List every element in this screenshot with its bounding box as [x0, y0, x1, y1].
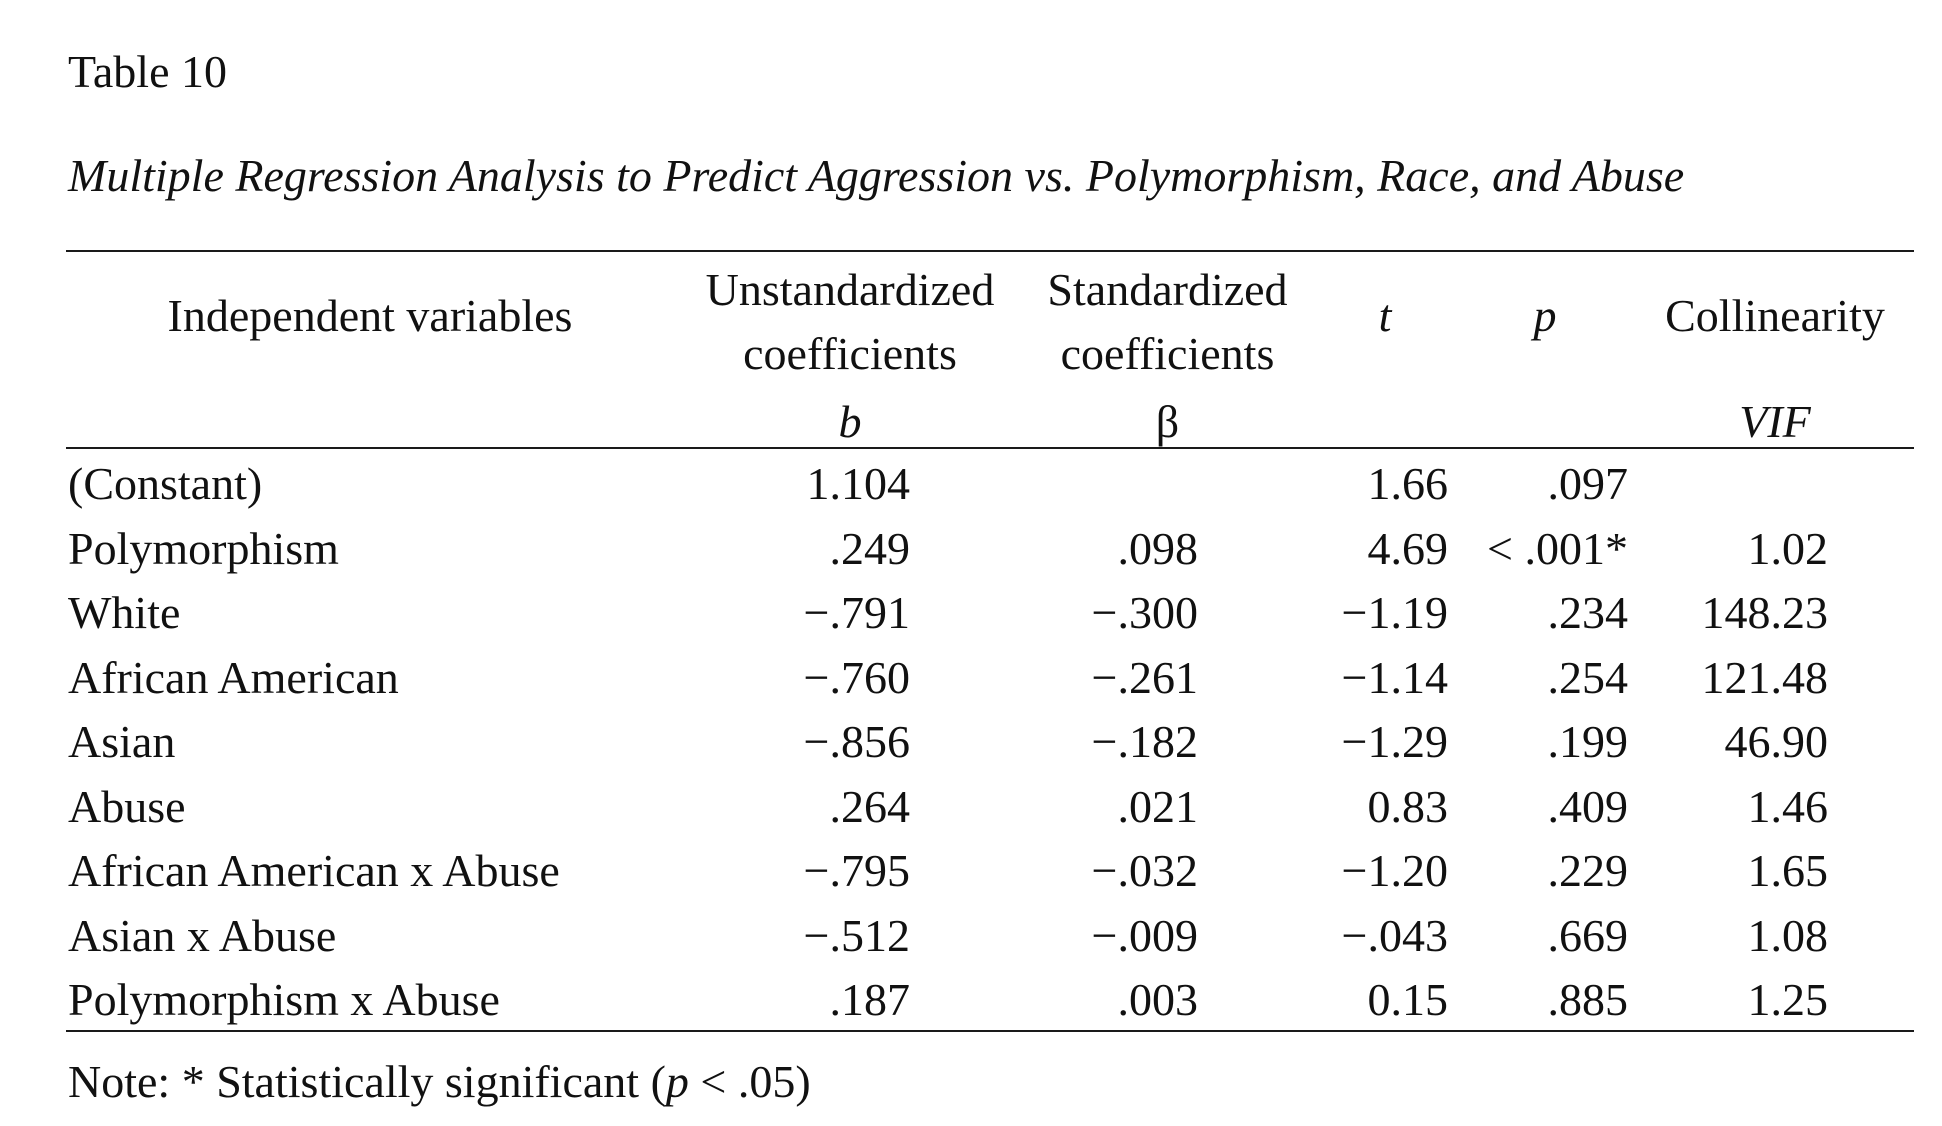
- table-row: Asian x Abuse −.512 −.009 −.043 .669 1.0…: [0, 904, 1942, 969]
- header-collinearity: Collinearity: [1665, 290, 1885, 341]
- subheader-b: b: [838, 396, 862, 447]
- header-standardized-coefficients: Standardized coefficients: [1010, 258, 1325, 386]
- cell-variable: (Constant): [68, 458, 263, 509]
- cell-variable: African American x Abuse: [68, 845, 560, 896]
- cell-vif: 1.46: [1747, 780, 1829, 832]
- table-note: Note: * Statistically significant (p < .…: [68, 1054, 811, 1110]
- cell-vif: 1.25: [1747, 974, 1829, 1025]
- cell-t: 0.83: [1367, 780, 1449, 832]
- cell-beta: −.261: [1091, 651, 1198, 703]
- cell-variable: Asian x Abuse: [68, 909, 337, 961]
- cell-p: .097: [1547, 458, 1629, 509]
- cell-variable: White: [68, 587, 181, 638]
- cell-p: .229: [1547, 845, 1629, 896]
- table-bottom-rule: [66, 1030, 1914, 1032]
- cell-variable: Polymorphism x Abuse: [68, 974, 500, 1025]
- table-top-rule: [66, 250, 1914, 252]
- header-unstandardized-line1: Unstandardized: [705, 264, 995, 315]
- cell-t: 1.66: [1367, 458, 1449, 509]
- cell-beta: .021: [1117, 780, 1199, 832]
- note-prefix: Note: * Statistically significant (: [68, 1056, 666, 1107]
- cell-p: .199: [1547, 716, 1629, 767]
- cell-b: .187: [829, 974, 911, 1025]
- header-unstandardized-coefficients: Unstandardized coefficients: [690, 258, 1010, 386]
- table-row: (Constant) 1.104 1.66 .097: [0, 452, 1942, 517]
- cell-vif: 1.08: [1747, 909, 1829, 961]
- cell-variable: Polymorphism: [68, 522, 339, 574]
- cell-b: .249: [829, 522, 911, 574]
- cell-p: .234: [1547, 587, 1629, 638]
- table-row: Abuse .264 .021 0.83 .409 1.46: [0, 775, 1942, 840]
- cell-b: −.760: [803, 651, 910, 703]
- cell-b: −.795: [803, 845, 910, 896]
- cell-t: −1.19: [1341, 587, 1448, 638]
- table-row: Polymorphism x Abuse .187 .003 0.15 .885…: [0, 968, 1942, 1033]
- table-row: Polymorphism .249 .098 4.69 < .001* 1.02: [0, 517, 1942, 582]
- subheader-beta: β: [1155, 396, 1180, 447]
- table-row: African American −.760 −.261 −1.14 .254 …: [0, 646, 1942, 711]
- cell-p: .885: [1547, 974, 1629, 1025]
- cell-variable: African American: [68, 651, 399, 703]
- header-standardized-line2: coefficients: [1060, 328, 1275, 379]
- header-t: t: [1378, 290, 1392, 341]
- cell-beta: −.300: [1091, 587, 1198, 638]
- cell-b: 1.104: [806, 458, 911, 509]
- cell-t: −1.29: [1341, 716, 1448, 767]
- cell-t: 0.15: [1367, 974, 1449, 1025]
- cell-p: .669: [1547, 909, 1629, 961]
- cell-t: 4.69: [1367, 522, 1449, 574]
- cell-beta: −.009: [1091, 909, 1198, 961]
- cell-b: −.856: [803, 716, 910, 767]
- table-row: African American x Abuse −.795 −.032 −1.…: [0, 839, 1942, 904]
- cell-b: .264: [829, 780, 911, 832]
- cell-b: −.791: [803, 587, 910, 638]
- cell-b: −.512: [803, 909, 910, 961]
- cell-p: .254: [1547, 651, 1629, 703]
- cell-beta: −.182: [1091, 716, 1198, 767]
- header-unstandardized-line2: coefficients: [743, 328, 957, 379]
- header-independent-variables: Independent variables: [167, 290, 573, 341]
- table-row: White −.791 −.300 −1.19 .234 148.23: [0, 581, 1942, 646]
- cell-t: −1.14: [1341, 651, 1448, 703]
- table-number: Table 10: [68, 46, 228, 97]
- cell-beta: −.032: [1091, 845, 1198, 896]
- table-title: Multiple Regression Analysis to Predict …: [68, 150, 1685, 201]
- header-standardized-line1: Standardized: [1047, 264, 1288, 315]
- cell-vif: 46.90: [1724, 716, 1829, 767]
- cell-p: .409: [1547, 780, 1629, 832]
- cell-p: < .001*: [1487, 522, 1628, 574]
- header-p: p: [1533, 290, 1557, 341]
- note-suffix: < .05): [688, 1056, 811, 1107]
- table-header-rule: [66, 447, 1914, 449]
- subheader-vif: VIF: [1739, 396, 1811, 447]
- cell-vif: 148.23: [1701, 587, 1829, 638]
- note-p-symbol: p: [665, 1056, 689, 1107]
- cell-vif: 1.65: [1747, 845, 1829, 896]
- cell-t: −1.20: [1341, 845, 1448, 896]
- table-body: (Constant) 1.104 1.66 .097 Polymorphism …: [0, 452, 1942, 1033]
- cell-variable: Abuse: [68, 780, 186, 832]
- cell-vif: 1.02: [1747, 522, 1829, 574]
- cell-beta: .098: [1117, 522, 1199, 574]
- cell-t: −.043: [1341, 909, 1448, 961]
- table-row: Asian −.856 −.182 −1.29 .199 46.90: [0, 710, 1942, 775]
- cell-beta: .003: [1117, 974, 1199, 1025]
- cell-vif: 121.48: [1701, 651, 1829, 703]
- cell-variable: Asian: [68, 716, 176, 767]
